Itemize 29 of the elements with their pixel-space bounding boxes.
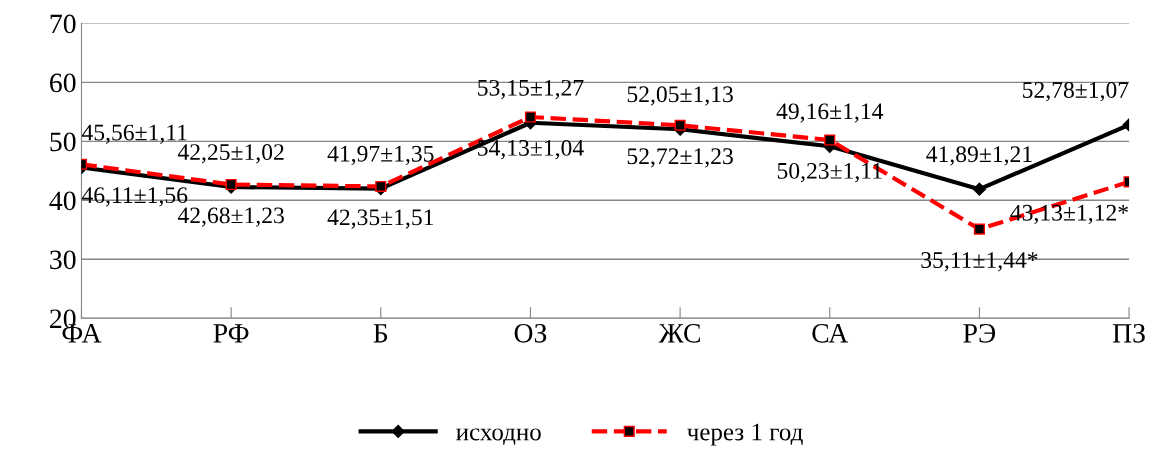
y-tick-label: 60 [50,73,76,93]
y-tick-label: 40 [49,191,76,211]
x-tick-label: РФ [213,324,249,343]
x-tick-label: ПЗ [1112,323,1145,343]
x-tick-label: Б [373,324,388,343]
data-label: 45,56±1,11 [81,124,187,144]
data-label: 49,16±1,14 [776,103,884,123]
x-tick-label: ОЗ [514,323,547,343]
data-label: 42,35±1,51 [327,209,434,229]
data-label: 42,25±1,02 [177,144,284,164]
data-label: 53,15±1,27 [478,79,584,100]
x-tick-label: СА [812,323,849,343]
y-tick-label: 70 [50,14,76,34]
data-label: 42,68±1,23 [177,207,284,227]
y-tick-label: 50 [50,132,76,152]
legend-label: исходно [456,428,541,446]
data-label: 41,89±1,21 [926,146,1032,166]
y-tick-label: 30 [50,250,76,270]
data-label: 52,05±1,13 [627,86,733,106]
x-tick-label: ЖС [658,323,700,343]
data-label: 41,97±1,35 [327,145,434,166]
data-label: 52,78±1,07 [1023,81,1129,102]
data-label: 46,11±1,56 [81,187,188,207]
data-label: 52,72±1,23 [627,148,733,168]
data-label: 50,23±1,11 [777,162,882,183]
x-tick-label: РЭ [963,323,996,343]
data-label: 35,11±1,44* [921,252,1038,272]
data-label: 54,13±1,04 [478,139,584,160]
legend-label: через 1 год [687,423,803,446]
